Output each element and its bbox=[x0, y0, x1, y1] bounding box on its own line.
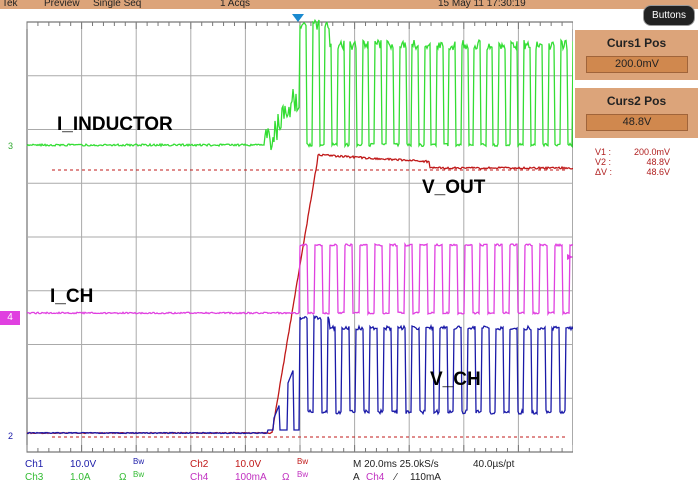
curs2-value[interactable]: 48.8V bbox=[586, 114, 688, 131]
readout-v1: V1 :200.0mV bbox=[595, 147, 670, 157]
sample-interval: 40.0µs/pt bbox=[473, 459, 514, 470]
readout-v1-key: V1 : bbox=[595, 147, 625, 157]
ch4-marker[interactable]: 4 bbox=[0, 311, 20, 325]
readout-dv-value: 48.6V bbox=[625, 167, 670, 177]
ch3-marker[interactable]: 3 bbox=[8, 141, 13, 151]
trigger-slope-icon: ⁄ bbox=[395, 472, 397, 483]
ch1-bw: Bw bbox=[133, 457, 144, 466]
timebase: M 20.0ms 25.0kS/s bbox=[353, 459, 439, 470]
ch3-scale: 1.0A bbox=[70, 472, 91, 483]
readout-v2-value: 48.8V bbox=[625, 157, 670, 167]
ch2-scale: 10.0V bbox=[235, 459, 261, 470]
ch3-bw: Bw bbox=[133, 470, 144, 479]
ch2-bw: Bw bbox=[297, 457, 308, 466]
ch2-marker[interactable]: 2 bbox=[8, 431, 13, 441]
readout-dv: ΔV :48.6V bbox=[595, 167, 670, 177]
cursor-readout: V1 :200.0mV V2 :48.8V ΔV :48.6V bbox=[595, 147, 670, 177]
trigger-prefix: A bbox=[353, 472, 360, 483]
ch4-scale: 100mA bbox=[235, 472, 267, 483]
label-v-ch: V_CH bbox=[430, 369, 481, 391]
ch3-ohm-icon: Ω bbox=[119, 472, 126, 483]
trigger-level: 110mA bbox=[410, 472, 441, 483]
curs2-pos-button[interactable]: Curs2 Pos 48.8V bbox=[575, 88, 698, 138]
readout-v2: V2 :48.8V bbox=[595, 157, 670, 167]
label-i-ch: I_CH bbox=[50, 286, 93, 308]
ch1-scale: 10.0V bbox=[70, 459, 96, 470]
ch4-bw: Bw bbox=[297, 470, 308, 479]
curs1-value[interactable]: 200.0mV bbox=[586, 56, 688, 73]
curs1-pos-button[interactable]: Curs1 Pos 200.0mV bbox=[575, 30, 698, 80]
curs2-title: Curs2 Pos bbox=[575, 94, 698, 108]
cursor-panel: Curs1 Pos 200.0mV Curs2 Pos 48.8V bbox=[573, 9, 698, 485]
readout-v1-value: 200.0mV bbox=[625, 147, 670, 157]
ch2-label[interactable]: Ch2 bbox=[190, 459, 208, 470]
label-v-out: V_OUT bbox=[422, 177, 485, 199]
waveform-display bbox=[0, 0, 573, 460]
trigger-channel: Ch4 bbox=[366, 472, 384, 483]
ch4-label[interactable]: Ch4 bbox=[190, 472, 208, 483]
ch4-ohm-icon: Ω bbox=[282, 472, 289, 483]
readout-v2-key: V2 : bbox=[595, 157, 625, 167]
label-i-inductor: I_INDUCTOR bbox=[57, 114, 173, 136]
readout-dv-key: ΔV : bbox=[595, 167, 625, 177]
ch3-label[interactable]: Ch3 bbox=[25, 472, 43, 483]
ch1-label[interactable]: Ch1 bbox=[25, 459, 43, 470]
buttons-button[interactable]: Buttons bbox=[643, 5, 695, 26]
curs1-title: Curs1 Pos bbox=[575, 36, 698, 50]
trigger-position-icon bbox=[292, 14, 304, 22]
